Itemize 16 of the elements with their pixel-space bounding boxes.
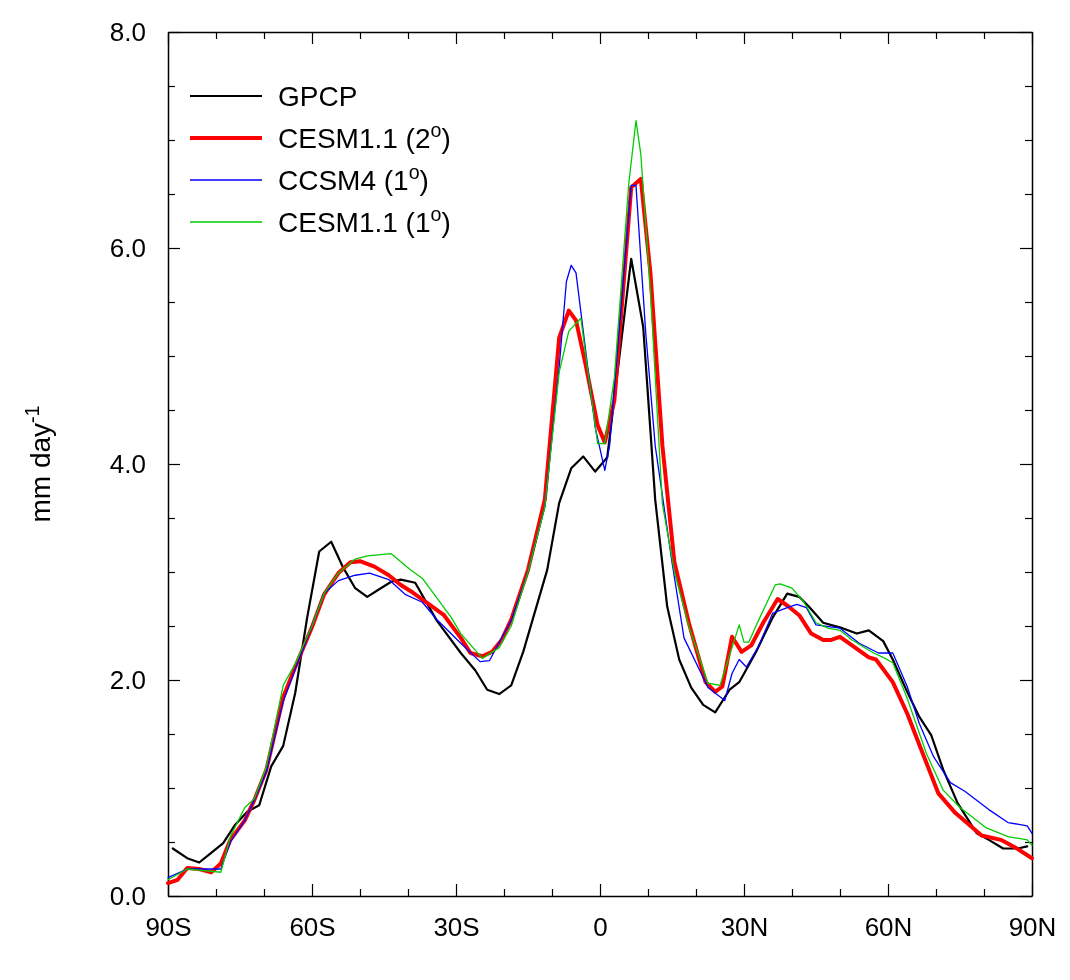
y-tick-label: 2.0	[109, 664, 146, 695]
y-tick-label: 6.0	[109, 232, 146, 263]
x-tick-label: 90S	[145, 912, 192, 943]
y-tick-label: 0.0	[109, 880, 146, 911]
legend-label: CCSM4 (1$^{o}$)	[278, 161, 429, 196]
legend-label: CESM1.1 (1$^{o}$)	[278, 203, 451, 238]
x-tick-label: 60S	[289, 912, 336, 943]
y-tick-label: 4.0	[109, 448, 146, 479]
x-tick-label: 90N	[1008, 912, 1057, 943]
x-tick-label: 30S	[433, 912, 480, 943]
x-tick-label: 60N	[864, 912, 913, 943]
legend-label: CESM1.1 (2$^{o}$)	[278, 119, 451, 154]
y-tick-label: 8.0	[109, 16, 146, 47]
x-tick-label: 30N	[720, 912, 769, 943]
legend-label: GPCP	[278, 81, 358, 112]
x-tick-label: 0	[593, 912, 608, 943]
